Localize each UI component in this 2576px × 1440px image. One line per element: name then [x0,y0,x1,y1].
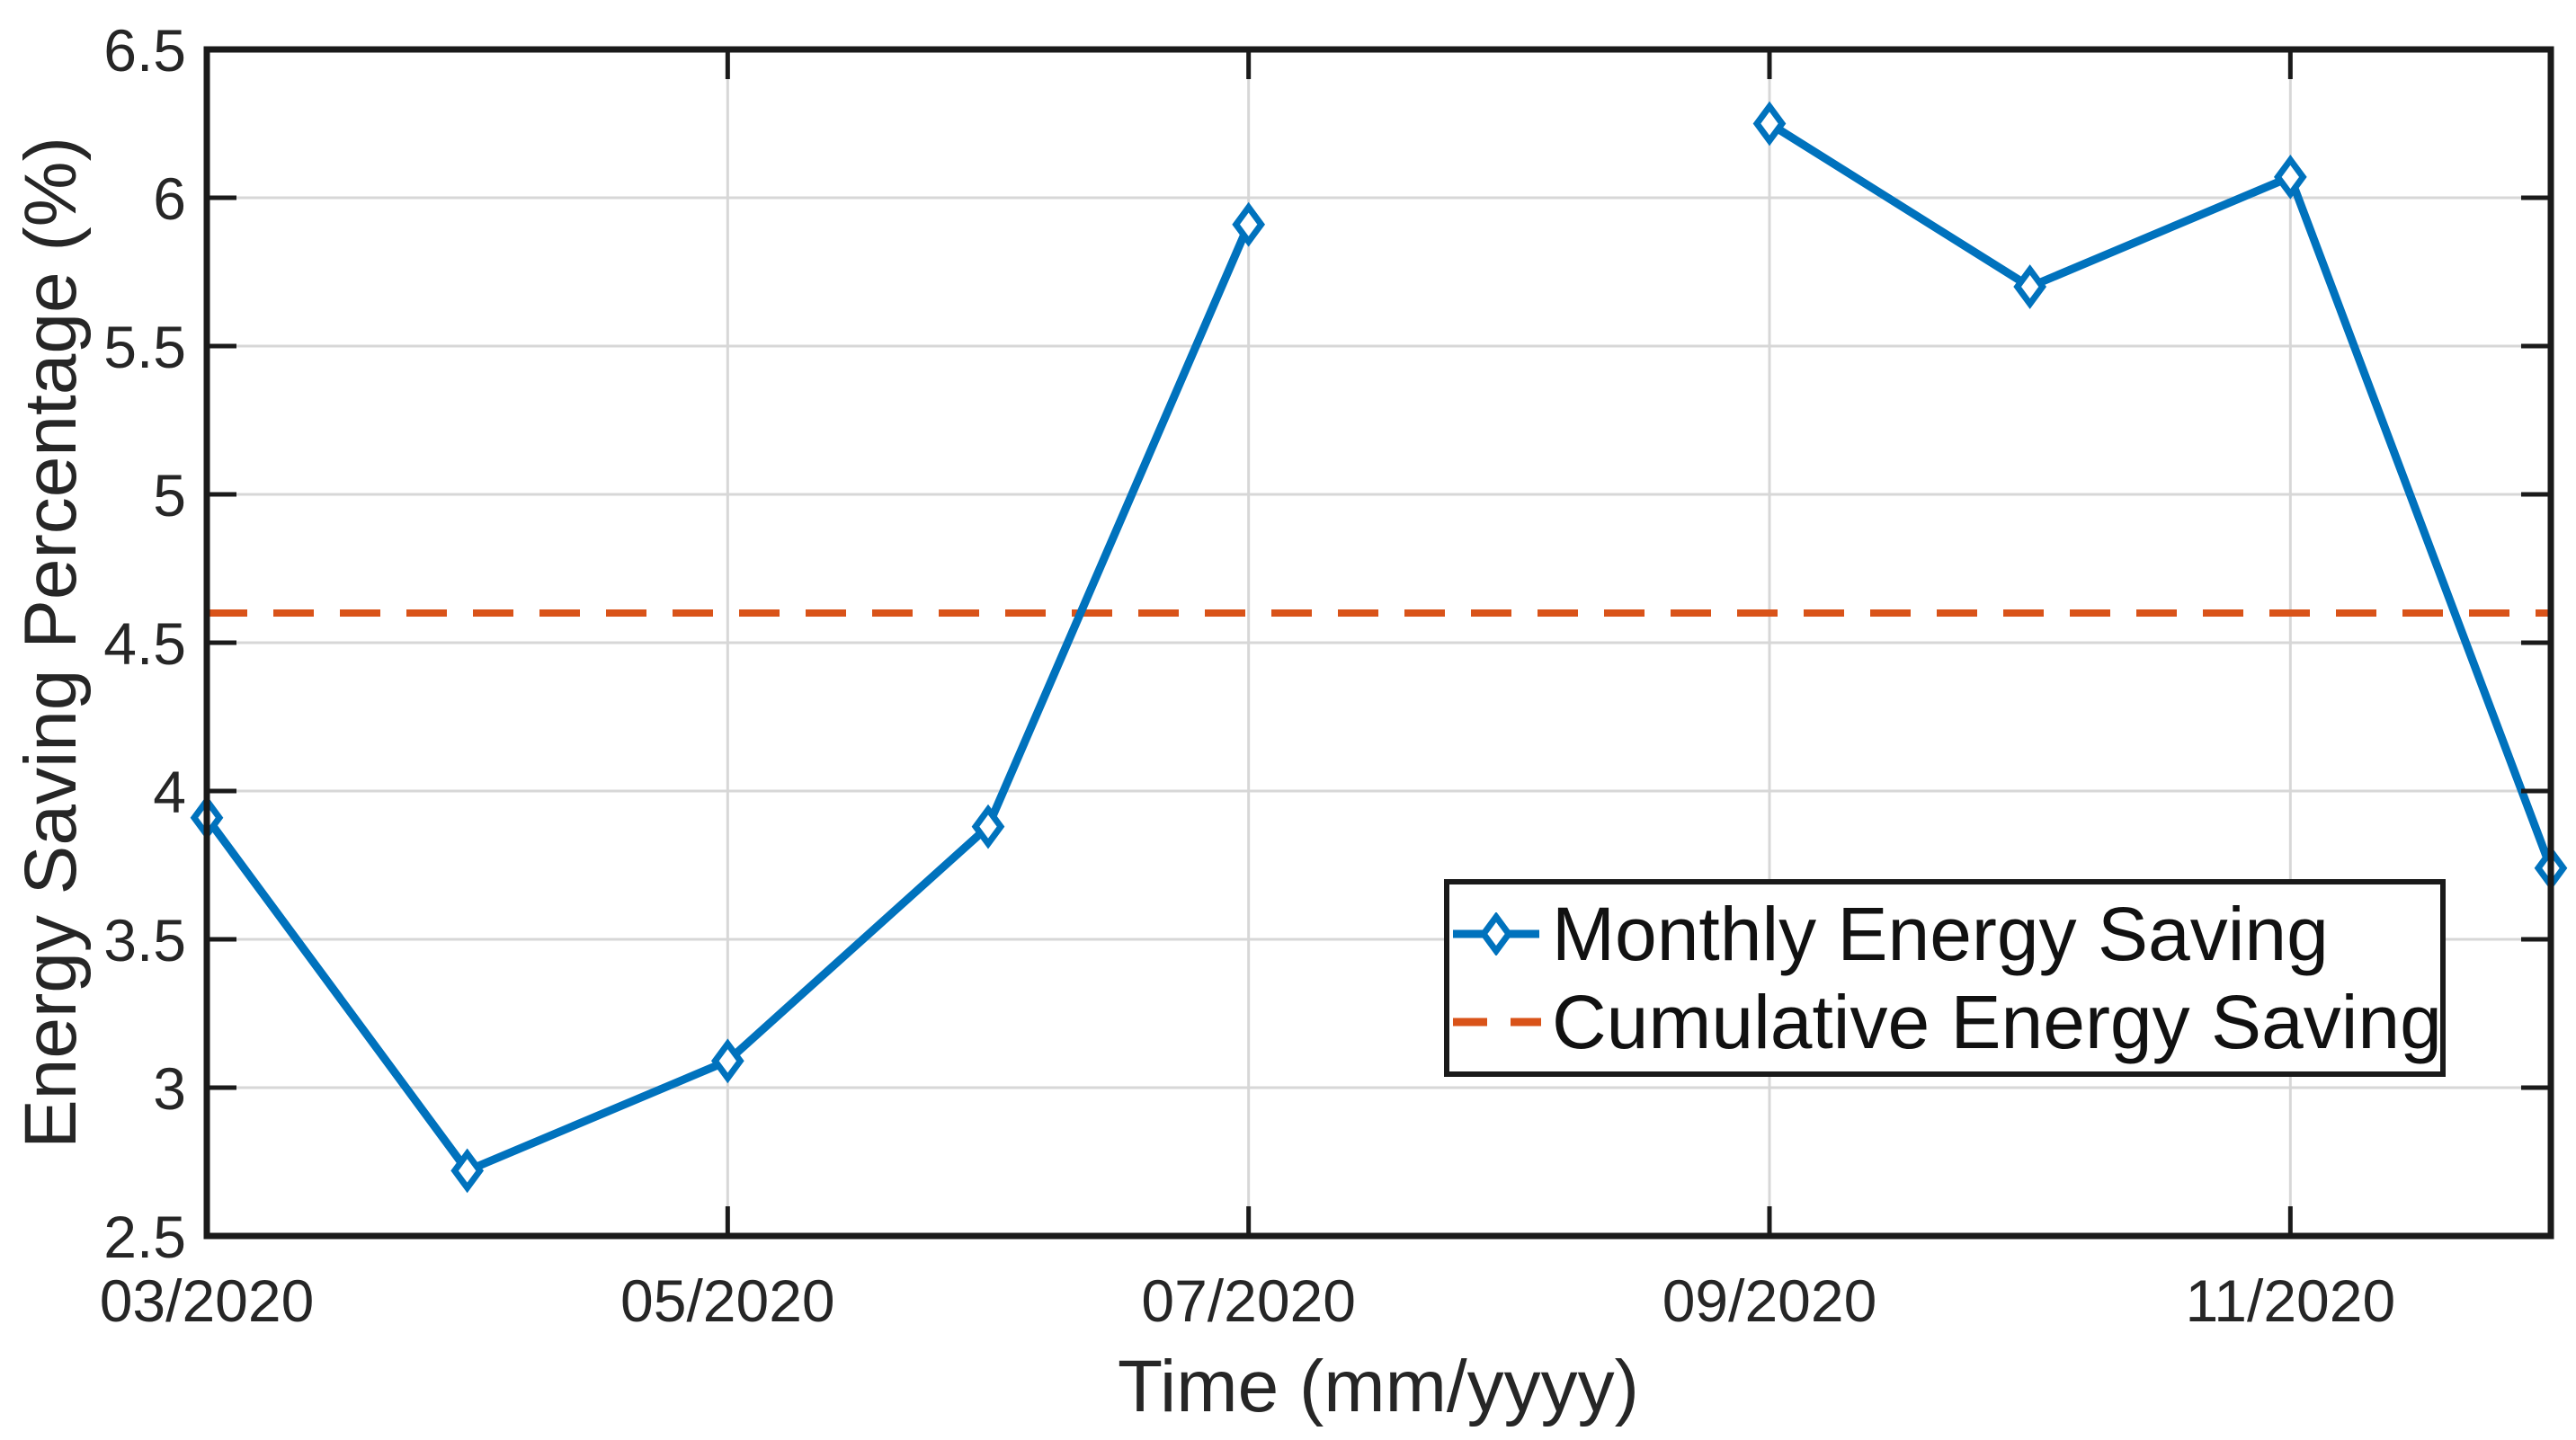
x-tick-label: 05/2020 [620,1267,835,1334]
legend-item-monthly: Monthly Energy Saving [1451,896,2440,972]
data-point-marker [450,1148,485,1194]
y-tick-label: 5 [153,462,186,529]
y-tick-label: 5.5 [103,314,186,380]
y-tick-label: 3.5 [103,907,186,973]
x-axis-title: Time (mm/yyyy) [1118,1346,1639,1427]
data-point-marker [2273,154,2307,200]
y-axis-title: Energy Saving Percentage (%) [10,137,92,1149]
y-tick-label: 6.5 [103,17,186,84]
y-tick-label: 2.5 [103,1204,186,1270]
data-point-marker [1232,201,1266,247]
y-tick-label: 6 [153,165,186,232]
x-tick-label: 07/2020 [1141,1267,1356,1334]
x-tick-label: 09/2020 [1662,1267,1877,1334]
x-tick-label: 03/2020 [100,1267,315,1334]
monthly-energy-saving-line [1767,120,2555,870]
legend-label-cumulative: Cumulative Energy Saving [1552,979,2442,1064]
data-point-marker [2013,264,2047,309]
data-point-marker [1752,101,1787,147]
data-point-marker [971,804,1005,849]
data-point-marker [710,1038,744,1084]
legend-label-monthly: Monthly Energy Saving [1552,892,2329,977]
dashed-line-sample-icon [1453,1018,1541,1027]
legend-item-cumulative: Cumulative Energy Saving [1451,979,2442,1064]
solid-line-diamond-sample-icon [1453,912,1539,956]
legend: Monthly Energy Saving Cumulative Energy … [1444,879,2446,1077]
x-tick-label: 11/2020 [2185,1267,2395,1334]
y-tick-label: 4.5 [103,610,186,677]
y-tick-label: 3 [153,1055,186,1122]
y-tick-label: 4 [153,759,186,825]
